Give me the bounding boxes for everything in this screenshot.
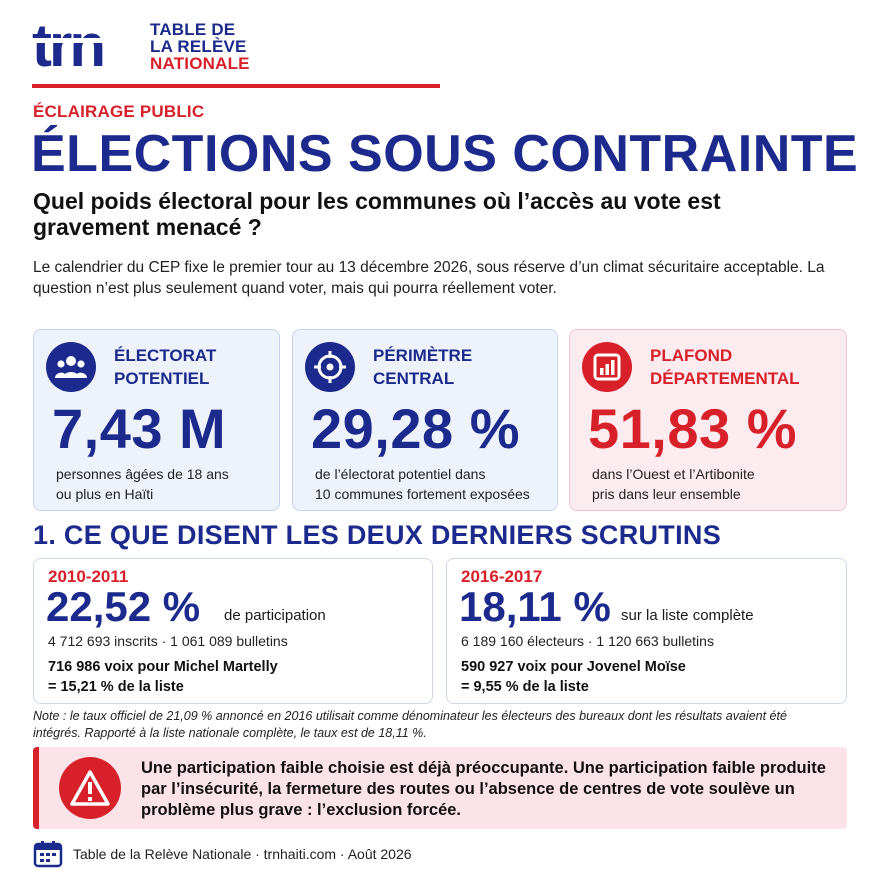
logo-line-1: TABLE DE	[150, 19, 236, 39]
scrutin-years: 2010-2011	[48, 567, 129, 586]
header-rule	[32, 84, 440, 88]
kpi-label: ÉLECTORAT POTENTIEL	[114, 346, 217, 388]
scrutin-years: 2016-2017	[461, 567, 543, 586]
scrutin-rate-label: sur la liste complète	[621, 607, 754, 624]
page-subtitle: Quel poids électoral pour les communes o…	[33, 188, 721, 240]
logo-wordmark: TABLE DE LA RELÈVE NATIONALE	[150, 21, 250, 72]
trn-logo-mark: trn	[32, 18, 142, 74]
scrutin-rate-label: de participation	[224, 607, 326, 624]
kpi-description: de l’électorat potentiel dans 10 commune…	[315, 466, 530, 502]
kpi-description: dans l’Ouest et l’Artibonite pris dans l…	[592, 466, 755, 502]
scrutin-card-2010: 2010-2011 22,52 % de participation 4 712…	[33, 558, 433, 704]
kpi-description: personnes âgées de 18 ans ou plus en Haï…	[56, 466, 229, 502]
kpi-value: 29,28 %	[311, 397, 520, 460]
kpi-value: 7,43 M	[52, 397, 227, 460]
kpi-card-electorat: ÉLECTORAT POTENTIEL 7,43 M personnes âgé…	[33, 329, 280, 511]
kpi-label: PLAFOND DÉPARTEMENTAL	[650, 346, 800, 388]
footer: Table de la Relève Nationale · trnhaiti.…	[33, 840, 412, 868]
scrutin-rate: 18,11 %	[459, 583, 611, 630]
kpi-card-perimetre: PÉRIMÈTRE CENTRAL 29,28 % de l’électorat…	[292, 329, 558, 511]
scrutin-stats: 4 712 693 inscrits · 1 061 089 bulletins	[48, 633, 288, 649]
kpi-card-plafond: PLAFOND DÉPARTEMENTAL 51,83 % dans l’Oue…	[569, 329, 847, 511]
calendar-icon	[33, 841, 63, 868]
footer-text: Table de la Relève Nationale · trnhaiti.…	[73, 846, 412, 862]
logo-line-3: NATIONALE	[150, 53, 250, 73]
scrutin-votes: 590 927 voix pour Jovenel Moïse = 9,55 %…	[461, 659, 686, 695]
bar-chart-icon	[582, 342, 632, 392]
section-tag: ÉCLAIRAGE PUBLIC	[33, 102, 205, 121]
people-icon	[46, 342, 96, 392]
warning-icon	[59, 757, 121, 819]
kpi-value: 51,83 %	[588, 397, 797, 460]
brand-logo: trn TABLE DE LA RELÈVE NATIONALE	[32, 18, 250, 74]
target-icon	[305, 342, 355, 392]
alert-box: Une participation faible choisie est déj…	[33, 747, 847, 829]
section-heading: 1. CE QUE DISENT LES DEUX DERNIERS SCRUT…	[33, 520, 722, 550]
scrutin-card-2016: 2016-2017 18,11 % sur la liste complète …	[446, 558, 847, 704]
page-title: ÉLECTIONS SOUS CONTRAINTE	[31, 125, 859, 183]
scrutin-rate: 22,52 %	[46, 583, 201, 630]
scrutin-votes: 716 986 voix pour Michel Martelly = 15,2…	[48, 659, 278, 695]
logo-mark-text: trn	[32, 18, 103, 74]
kpi-label: PÉRIMÈTRE CENTRAL	[373, 346, 473, 388]
logo-line-2: LA RELÈVE	[150, 36, 247, 56]
intro-paragraph: Le calendrier du CEP fixe le premier tou…	[33, 259, 825, 297]
methodology-note: Note : le taux officiel de 21,09 % annon…	[33, 709, 787, 740]
alert-text: Une participation faible choisie est déj…	[141, 759, 826, 819]
scrutin-stats: 6 189 160 électeurs · 1 120 663 bulletin…	[461, 633, 714, 649]
